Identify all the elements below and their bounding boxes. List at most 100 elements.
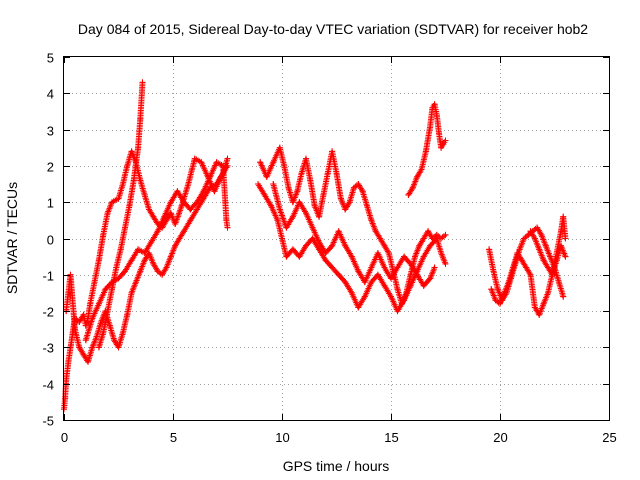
data-point: [117, 246, 124, 253]
data-point: [355, 181, 362, 187]
data-point: [128, 148, 135, 155]
data-point: [126, 202, 133, 209]
data-point: [124, 311, 131, 318]
data-point: [139, 79, 146, 86]
series-track-b: [63, 155, 231, 365]
data-point: [161, 213, 168, 220]
data-point: [159, 271, 166, 278]
data-point: [213, 181, 220, 187]
data-point: [536, 246, 543, 253]
data-point: [407, 271, 414, 278]
data-point: [374, 250, 381, 256]
data-point: [124, 162, 131, 169]
data-point: [558, 242, 564, 249]
data-point: [276, 206, 283, 213]
data-point: [329, 148, 336, 155]
data-point: [71, 326, 78, 333]
data-point: [342, 279, 349, 286]
data-point: [100, 231, 107, 238]
data-point: [540, 257, 547, 264]
data-point: [333, 170, 340, 177]
data-point: [381, 242, 388, 249]
data-point: [113, 264, 120, 271]
data-point: [178, 202, 185, 209]
data-point: [289, 246, 296, 253]
data-point: [359, 188, 366, 195]
data-point: [510, 264, 517, 271]
axis-ticks: 0 5 10 15 20 25 -5 -4 -3 -2 -1 0 1 2 3 4 5: [42, 51, 616, 446]
data-point: [95, 300, 102, 307]
data-point: [553, 257, 560, 264]
data-point: [270, 159, 277, 166]
data-point: [150, 213, 157, 220]
data-point: [540, 300, 547, 307]
data-point: [298, 170, 305, 177]
data-point: [296, 199, 303, 206]
data-point: [276, 144, 283, 151]
data-point: [388, 275, 394, 282]
y-tick-label: 5: [47, 51, 54, 66]
y-tick-label: -2: [42, 305, 54, 320]
marker-trail: [95, 79, 146, 351]
data-point: [494, 286, 501, 293]
data-point: [211, 188, 218, 195]
data-point: [85, 358, 91, 365]
data-point: [109, 286, 115, 293]
data-point: [119, 181, 126, 187]
data-point: [309, 224, 316, 231]
data-point: [514, 250, 521, 256]
data-point: [187, 217, 194, 224]
data-point: [523, 264, 530, 271]
data-point: [98, 319, 105, 325]
data-point: [141, 257, 148, 264]
data-point: [167, 253, 174, 260]
data-point: [274, 217, 281, 224]
data-point: [518, 257, 525, 264]
data-point: [388, 293, 394, 300]
data-point: [106, 322, 113, 329]
data-point: [492, 297, 499, 304]
data-point: [111, 337, 118, 344]
data-series: [61, 79, 569, 413]
data-point: [128, 289, 135, 296]
data-point: [497, 300, 503, 307]
data-point: [174, 188, 181, 195]
plot-frame: [63, 56, 610, 421]
data-point: [361, 279, 368, 286]
data-point: [368, 264, 375, 271]
data-point: [545, 289, 551, 296]
data-point: [115, 195, 122, 202]
data-point: [348, 253, 355, 260]
data-point: [65, 358, 72, 365]
data-point: [200, 188, 207, 195]
x-tick-label: 0: [61, 430, 68, 445]
data-point: [87, 300, 94, 307]
data-point: [167, 199, 174, 206]
data-point: [154, 228, 161, 235]
data-point: [361, 293, 368, 300]
data-point: [368, 279, 375, 286]
data-point: [505, 279, 512, 286]
data-point: [311, 202, 318, 209]
data-point: [135, 144, 142, 151]
data-point: [420, 235, 427, 242]
data-point: [76, 344, 83, 351]
data-point: [172, 242, 179, 249]
data-point: [381, 282, 388, 289]
x-tick-label: 20: [493, 430, 507, 445]
data-point: [534, 224, 541, 231]
data-point: [137, 115, 144, 122]
data-point: [560, 293, 567, 300]
x-tick-label: 5: [170, 430, 177, 445]
data-point: [109, 199, 115, 206]
data-point: [407, 282, 414, 289]
data-point: [355, 304, 362, 311]
x-tick-label: 25: [602, 430, 616, 445]
data-point: [350, 184, 357, 191]
data-point: [141, 191, 148, 198]
data-point: [283, 224, 290, 231]
y-tick-label: -1: [42, 269, 54, 284]
data-point: [89, 315, 96, 322]
data-point: [545, 264, 551, 271]
